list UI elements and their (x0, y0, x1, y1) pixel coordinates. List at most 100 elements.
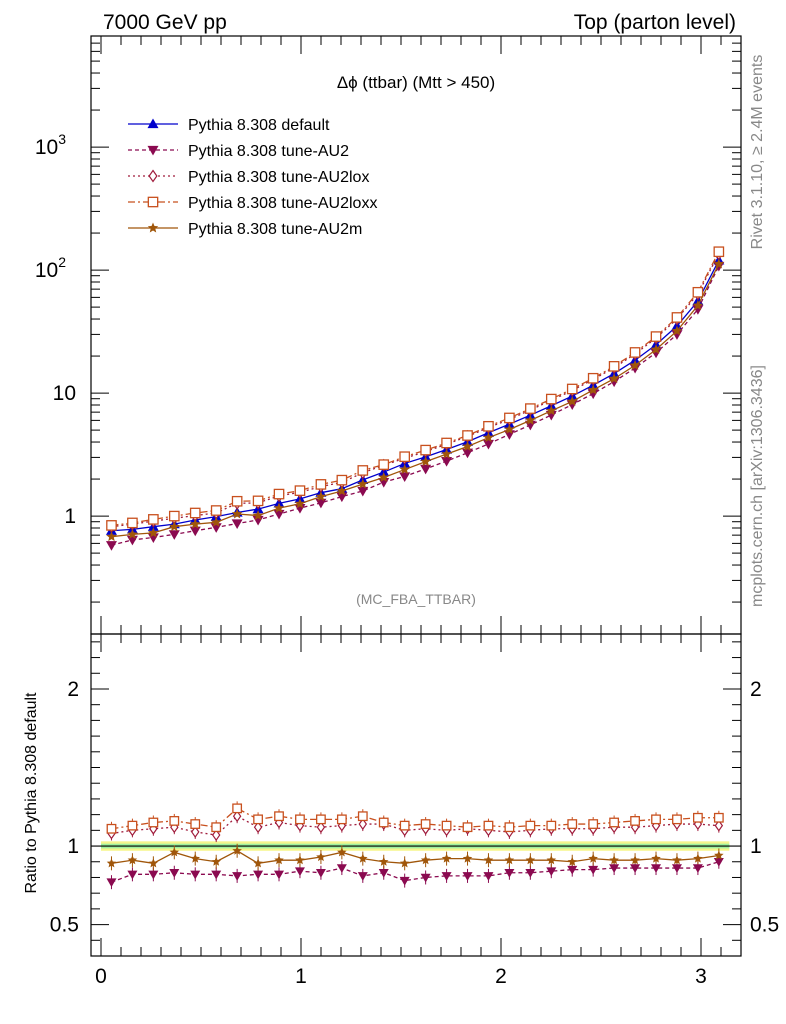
ratio-point (106, 823, 117, 834)
ratio-point (483, 872, 494, 881)
main-series-5 (106, 258, 725, 542)
ratio-point (588, 865, 599, 875)
ratio-axis-ticks (91, 634, 742, 956)
ratio-point (274, 870, 285, 880)
main-point (273, 509, 285, 520)
main-point (692, 305, 704, 315)
ratio-point (441, 872, 452, 881)
ratio-tick-labels: 0.5 0.5 1 1 2 2 0 1 2 3 (50, 678, 779, 988)
main-series-line-1 (111, 260, 720, 532)
main-y-tick-label: 10 (53, 382, 76, 405)
ratio-point (714, 850, 724, 860)
main-point (127, 528, 138, 539)
ratio-point (504, 869, 515, 878)
main-point (399, 464, 410, 474)
legend-entry-4: Pythia 8.308 tune-AU2loxx (128, 195, 377, 212)
ratio-point (316, 821, 326, 834)
legend-marker (147, 145, 159, 156)
ratio-point (420, 873, 431, 883)
ratio-series-3 (106, 803, 724, 834)
ratio-point (315, 869, 326, 878)
ratio-point (399, 858, 410, 868)
ratio-point (546, 867, 557, 877)
main-point (378, 471, 389, 482)
ratio-frame (90, 633, 742, 957)
main-point (692, 300, 704, 310)
ratio-x-tick-label: 1 (295, 965, 307, 988)
ratio-x-tick-label: 3 (695, 965, 707, 988)
ratio-point (378, 817, 389, 828)
main-point (231, 519, 243, 530)
rivet-label: Rivet 3.1.10, ≥ 2.4M events (749, 55, 766, 250)
ratio-point (525, 820, 536, 831)
main-point (399, 472, 411, 482)
legend-label: Pythia 8.308 tune-AU2 (188, 143, 349, 160)
main-point (587, 372, 599, 384)
main-point (629, 363, 641, 374)
main-point (525, 414, 536, 425)
ratio-point (378, 869, 389, 878)
ratio-point (713, 812, 724, 823)
legend-entry-2: Pythia 8.308 tune-AU2 (128, 143, 349, 160)
ratio-point (191, 825, 200, 838)
ratio-uncertainty-band (91, 841, 741, 851)
main-point (650, 344, 662, 354)
ratio-series-line-4 (111, 850, 719, 865)
ratio-point (190, 853, 200, 863)
main-point (399, 451, 411, 463)
ratio-point (169, 847, 180, 857)
main-point (168, 530, 180, 540)
ratio-point (399, 876, 410, 886)
ratio-point (588, 819, 599, 829)
ratio-point (567, 819, 578, 829)
main-point (231, 508, 243, 519)
header-left: 7000 GeV pp (103, 11, 227, 34)
ratio-point (295, 814, 305, 825)
main-point (105, 541, 117, 551)
ratio-point (358, 853, 368, 863)
ratio-point (546, 820, 557, 831)
ratio-series-line-1 (111, 861, 720, 883)
main-point (273, 502, 285, 513)
legend-label: Pythia 8.308 tune-AU2lox (188, 169, 369, 186)
ratio-point (106, 858, 117, 868)
main-point (148, 527, 159, 538)
main-point (252, 510, 264, 521)
ratio-point (253, 858, 263, 868)
ratio-point (336, 814, 347, 825)
ratio-y-tick-label-right: 1 (750, 835, 762, 858)
main-y-tick-label: 1 (64, 505, 76, 528)
ratio-point (399, 820, 410, 831)
ratio-point (525, 869, 536, 878)
ratio-series-1 (106, 858, 724, 888)
main-point (462, 430, 473, 441)
main-y-tick-label: 102 (35, 254, 66, 282)
ratio-point (190, 870, 201, 880)
ratio-point (294, 867, 305, 877)
main-point (545, 393, 557, 405)
legend-marker (147, 222, 159, 233)
main-point (315, 498, 327, 509)
main-point (525, 403, 536, 414)
main-point (315, 491, 327, 502)
ratio-point (462, 872, 473, 881)
ratio-point (630, 864, 641, 874)
main-point (462, 440, 473, 451)
main-point (127, 517, 138, 529)
ratio-point (630, 855, 640, 865)
main-point (566, 383, 578, 395)
main-point (357, 478, 369, 489)
ratio-point (274, 855, 284, 865)
ratio-point (441, 820, 452, 831)
main-point (441, 437, 452, 449)
ratio-point (274, 811, 284, 822)
legend-label: Pythia 8.308 default (188, 117, 330, 134)
legend-marker (148, 169, 158, 183)
main-point (357, 486, 369, 497)
ratio-point (316, 814, 326, 825)
ratio-point (630, 816, 640, 826)
ratio-point (253, 821, 263, 834)
main-point (210, 505, 222, 516)
ratio-point (232, 845, 242, 855)
